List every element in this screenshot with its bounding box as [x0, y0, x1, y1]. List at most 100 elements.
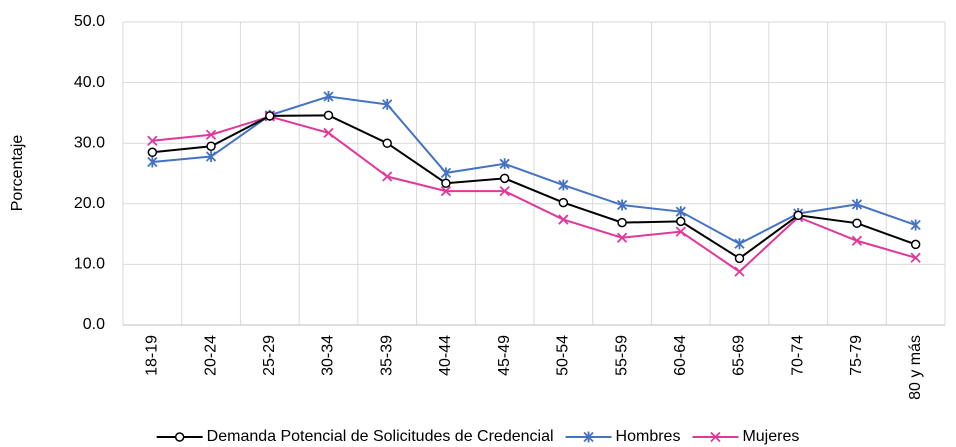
x-tick-label: 40-44 — [437, 335, 454, 376]
marker-shape — [147, 156, 158, 168]
marker-shape — [616, 232, 628, 243]
marker-circle — [382, 138, 392, 148]
marker — [265, 111, 275, 121]
marker — [205, 129, 217, 140]
x-tick-label: 20-24 — [202, 335, 219, 376]
marker-shape — [323, 91, 334, 103]
marker — [851, 235, 863, 246]
marker — [710, 431, 721, 443]
marker — [852, 218, 862, 228]
marker — [206, 141, 216, 151]
y-tick-label: 0.0 — [83, 316, 105, 333]
marker — [910, 239, 921, 250]
marker-shape — [382, 98, 393, 110]
marker-shape — [205, 129, 217, 140]
x-tick-label: 30-34 — [320, 335, 337, 376]
y-tick-label: 30.0 — [74, 134, 105, 151]
legend-label: Hombres — [616, 428, 681, 445]
marker-shape — [440, 167, 452, 179]
marker — [734, 238, 745, 250]
marker-circle — [174, 432, 185, 442]
marker-shape — [440, 185, 452, 197]
marker — [382, 171, 393, 182]
marker-circle — [206, 141, 216, 151]
x-tick-label: 65-69 — [731, 335, 748, 376]
marker — [147, 147, 158, 158]
marker — [675, 226, 686, 237]
marker — [440, 167, 452, 179]
y-axis-label: Porcentaje — [9, 135, 26, 212]
marker — [675, 206, 686, 218]
x-tick-label: 50-54 — [555, 335, 572, 376]
marker-shape — [710, 431, 721, 443]
series-line — [152, 114, 916, 260]
marker-shape — [499, 158, 510, 170]
marker-shape — [558, 179, 569, 191]
marker-shape — [910, 252, 921, 263]
marker — [499, 185, 510, 197]
marker-shape — [675, 206, 686, 218]
marker-shape — [616, 199, 628, 211]
marker-shape — [734, 238, 745, 250]
y-tick-label: 50.0 — [74, 13, 105, 30]
marker — [616, 199, 628, 211]
marker-circle — [441, 178, 451, 188]
marker — [558, 197, 569, 208]
marker — [734, 253, 745, 264]
marker-circle — [147, 147, 158, 158]
marker-shape — [205, 151, 217, 163]
marker — [147, 156, 158, 168]
marker — [174, 432, 185, 442]
x-tick-label: 80 y más — [907, 335, 924, 400]
x-tick-label: 35-39 — [378, 335, 395, 376]
marker-shape — [558, 214, 569, 225]
marker — [616, 232, 628, 243]
marker — [617, 217, 627, 228]
x-tick-label: 55-59 — [613, 335, 630, 376]
marker-circle — [793, 210, 803, 221]
marker — [676, 216, 686, 227]
x-tick-label: 75-79 — [848, 335, 865, 376]
marker — [910, 219, 921, 231]
marker — [910, 252, 921, 263]
y-tick-label: 10.0 — [74, 256, 105, 273]
marker-shape — [382, 171, 393, 182]
marker — [147, 135, 158, 146]
marker-shape — [147, 135, 158, 146]
marker — [440, 185, 452, 197]
marker-shape — [675, 226, 686, 237]
marker-shape — [499, 185, 510, 197]
marker-circle — [676, 216, 686, 227]
marker-circle — [499, 173, 510, 184]
marker-shape — [734, 266, 745, 277]
marker-circle — [734, 253, 745, 264]
x-tick-label: 60-64 — [672, 335, 689, 376]
x-tick-label: 18-19 — [144, 335, 161, 376]
marker — [382, 138, 392, 148]
marker-circle — [852, 218, 862, 228]
marker — [382, 98, 393, 110]
y-tick-label: 40.0 — [74, 74, 105, 91]
marker — [323, 127, 334, 139]
marker — [558, 179, 569, 191]
marker — [793, 210, 803, 221]
series-line — [152, 115, 916, 273]
marker-circle — [617, 217, 627, 228]
marker — [851, 198, 863, 210]
marker-shape — [851, 198, 863, 210]
marker — [734, 266, 745, 277]
legend-label: Mujeres — [742, 428, 799, 445]
marker — [499, 158, 510, 170]
marker-circle — [265, 111, 275, 121]
marker-circle — [910, 239, 921, 250]
x-tick-label: 25-29 — [261, 335, 278, 376]
series-line — [152, 95, 916, 245]
marker — [583, 431, 594, 443]
y-tick-label: 20.0 — [74, 195, 105, 212]
x-tick-label: 70-74 — [789, 335, 806, 376]
marker-shape — [583, 431, 594, 443]
marker-shape — [910, 219, 921, 231]
marker-shape — [323, 127, 334, 139]
marker — [323, 110, 334, 121]
